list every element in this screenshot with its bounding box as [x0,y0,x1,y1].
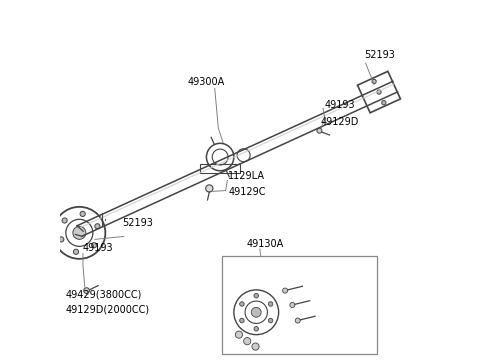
Text: 52193: 52193 [123,218,154,228]
Circle shape [252,343,259,350]
Text: 49193: 49193 [325,100,356,110]
Circle shape [254,327,259,331]
Circle shape [95,224,100,229]
Circle shape [240,302,244,306]
Circle shape [73,249,79,255]
Circle shape [295,318,300,323]
Text: 52193: 52193 [364,49,396,60]
Circle shape [268,318,273,323]
Text: 49429(3800CC): 49429(3800CC) [66,290,143,300]
Circle shape [317,128,322,133]
Circle shape [268,302,273,306]
Bar [222,256,377,354]
Text: 49193: 49193 [83,243,114,253]
Circle shape [62,218,67,223]
Circle shape [206,185,213,192]
Circle shape [235,331,242,338]
Circle shape [240,318,244,323]
Text: 49129D(2000CC): 49129D(2000CC) [66,305,150,315]
Circle shape [244,338,251,345]
Circle shape [372,79,376,83]
Text: 49300A: 49300A [188,77,225,87]
Circle shape [80,211,85,217]
Circle shape [382,101,386,105]
Circle shape [84,288,89,293]
Text: 49130A: 49130A [247,239,284,249]
Circle shape [252,307,261,317]
Circle shape [283,288,288,293]
Circle shape [290,303,295,308]
Circle shape [254,293,259,298]
Circle shape [92,243,96,248]
Text: 1129LA: 1129LA [228,171,265,181]
Text: 49129D: 49129D [320,117,359,127]
Text: 49129C: 49129C [228,187,266,197]
Circle shape [59,237,64,242]
Circle shape [73,226,86,239]
Circle shape [377,90,381,94]
